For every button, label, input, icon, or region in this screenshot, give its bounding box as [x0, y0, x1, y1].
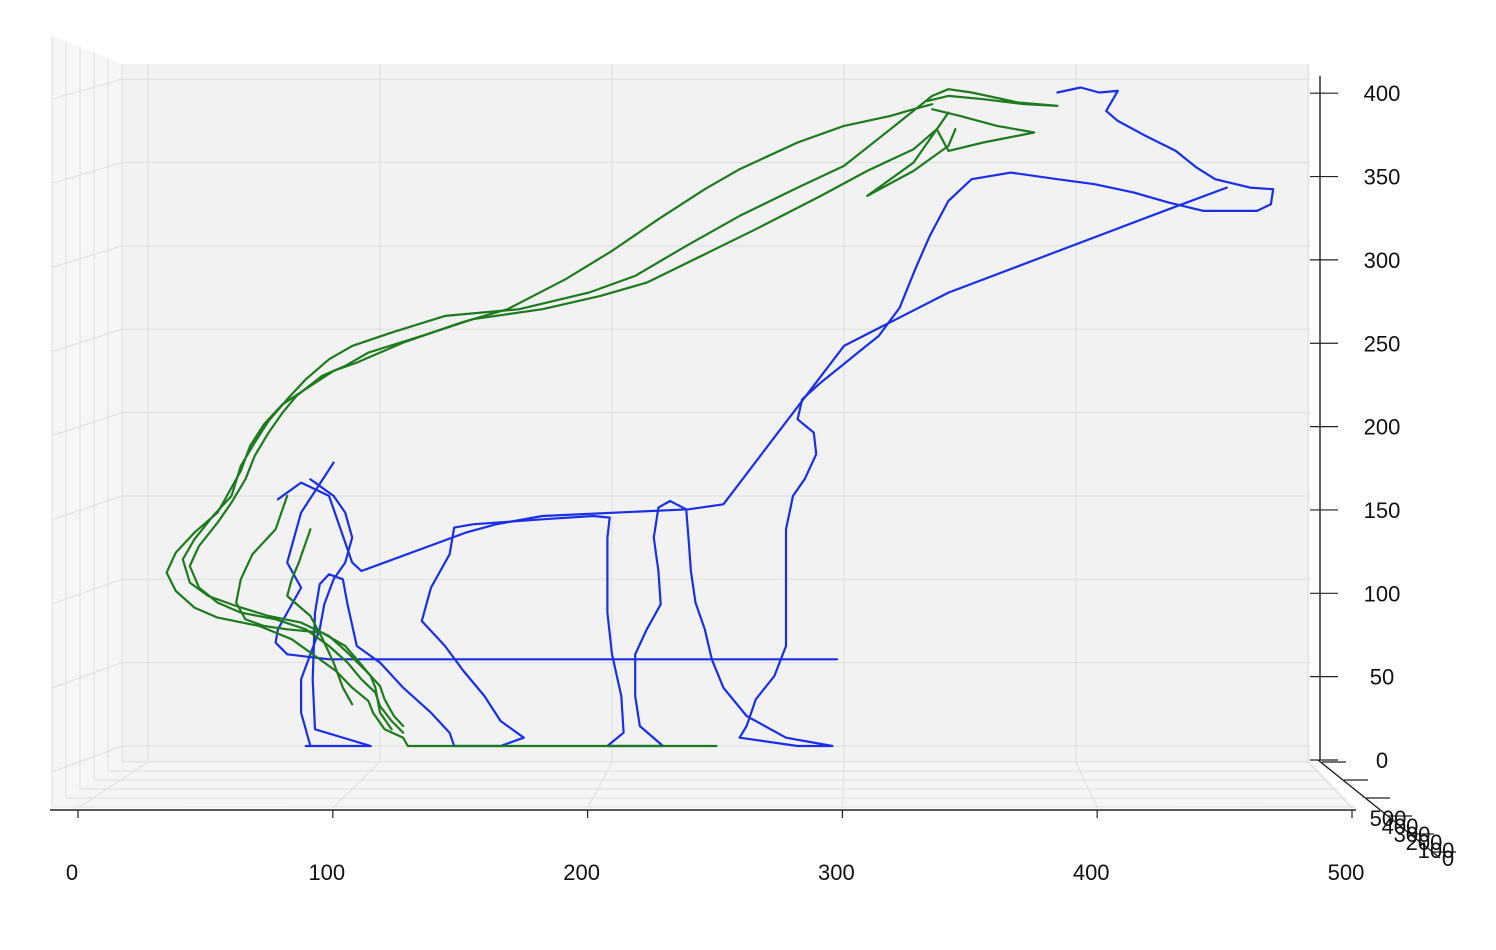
x-tick-label: 300 — [818, 860, 855, 885]
x-floor-gridline — [77, 761, 149, 809]
series-line-3 — [300, 478, 354, 748]
y-tick-label: 350 — [1364, 165, 1401, 190]
series-line-6 — [188, 108, 1036, 734]
y-tick-label: 150 — [1364, 498, 1401, 523]
y-tick-label: 400 — [1364, 81, 1401, 106]
y-tick-label: 200 — [1364, 415, 1401, 440]
z-tick-label: 0 — [1442, 846, 1454, 871]
x-floor-gridline — [1075, 761, 1098, 809]
series-line-10 — [866, 111, 957, 197]
chart-axes — [50, 76, 1456, 859]
series-line-8 — [235, 494, 393, 731]
z-tick-label: 200 — [1406, 830, 1443, 855]
floor-pane — [52, 762, 1356, 808]
x-tick-label: 200 — [563, 860, 600, 885]
z-tick-label: 300 — [1394, 822, 1431, 847]
series-line-5 — [165, 103, 934, 748]
x-tick-label: 0 — [66, 860, 78, 885]
series-line-1 — [304, 86, 1275, 748]
side-pane — [52, 36, 122, 806]
series-line-7 — [181, 88, 1059, 728]
y-side-gridline — [51, 78, 123, 100]
chart-tick-labels: 0 100 200 300 400 500050100150200250300350400… — [66, 81, 1454, 885]
series-line-9 — [286, 528, 354, 706]
chart-background-pane — [52, 36, 1356, 808]
chart-series-layer — [165, 86, 1275, 748]
z-axis-line — [1317, 759, 1441, 859]
series-line-4 — [276, 186, 1228, 573]
y-side-gridline — [51, 328, 123, 352]
x-tick-label: 500 — [1328, 860, 1365, 885]
x-floor-gridline — [841, 761, 845, 809]
x-tick-label: 100 — [308, 860, 345, 885]
y-side-gridline — [51, 162, 123, 184]
z-tick-label: 400 — [1382, 814, 1419, 839]
y-side-gridline — [51, 495, 123, 521]
y-tick-label: 300 — [1364, 248, 1401, 273]
y-side-gridline — [51, 662, 123, 689]
x-tick-label: 400 — [1073, 860, 1110, 885]
z-tick-label: 500 — [1370, 806, 1407, 831]
x-floor-gridline — [1307, 761, 1353, 809]
z-tick-label: 100 — [1418, 838, 1455, 863]
y-tick-label: 100 — [1364, 581, 1401, 606]
y-side-gridline — [51, 578, 123, 605]
y-tick-label: 250 — [1364, 331, 1401, 356]
x-floor-gridline — [587, 761, 613, 809]
y-side-gridline — [51, 245, 123, 268]
y-side-gridline — [51, 412, 123, 437]
y-tick-label: 50 — [1370, 665, 1394, 690]
x-floor-gridline — [332, 761, 381, 809]
y-side-gridline — [51, 745, 123, 773]
y-tick-label: 0 — [1376, 748, 1388, 773]
